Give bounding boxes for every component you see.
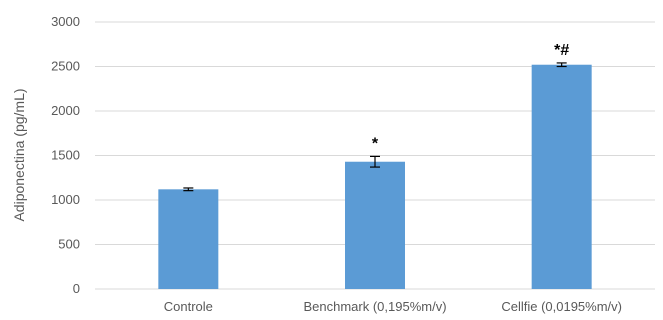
y-tick-label: 2500 [51, 59, 80, 74]
y-tick-label: 3000 [51, 14, 80, 29]
y-tick-label: 2000 [51, 103, 80, 118]
y-tick-label: 1000 [51, 192, 80, 207]
error-bar [370, 155, 380, 168]
error-bar [183, 187, 194, 192]
y-axis-label: Adiponectina (pg/mL) [11, 88, 27, 221]
significance-marker: *# [554, 42, 569, 59]
bar [531, 64, 592, 289]
y-tick-label: 500 [58, 237, 80, 252]
category-labels: Controle Benchmark (0,195%m/v) Cellfie (0,… [164, 299, 622, 314]
bar [345, 161, 405, 289]
category-label: Cellfie (0,0195%m/v) [501, 299, 622, 314]
bar [158, 189, 219, 289]
y-tick-label: 0 [73, 281, 80, 296]
category-label: Benchmark (0,195%m/v) [303, 299, 446, 314]
y-tick-labels: 0 500 1000 1500 2000 2500 3000 [51, 14, 80, 296]
error-bar [556, 62, 567, 68]
bars: * *# [158, 42, 592, 289]
category-label: Controle [164, 299, 213, 314]
y-tick-label: 1500 [51, 148, 80, 163]
significance-marker: * [372, 135, 379, 152]
